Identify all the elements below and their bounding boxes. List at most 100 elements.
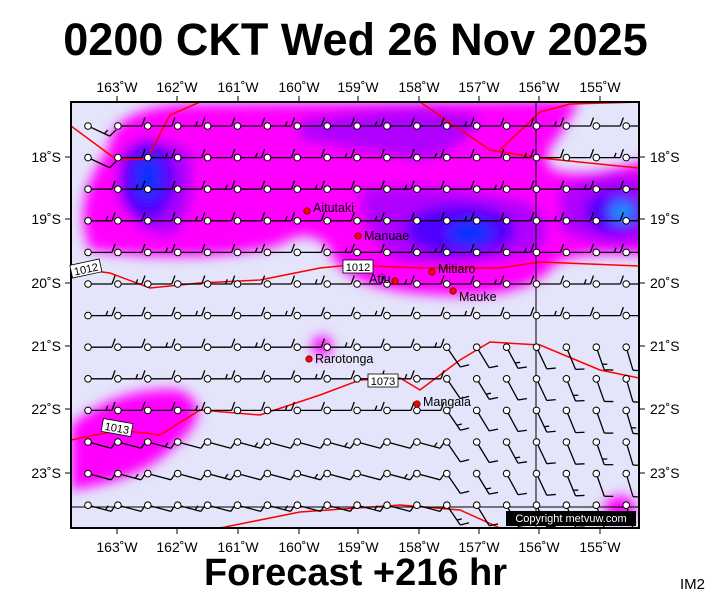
wind-barb xyxy=(323,243,355,257)
wind-barb xyxy=(383,275,415,288)
wind-barb xyxy=(502,469,527,496)
wind-barb xyxy=(144,212,176,225)
wind-barb xyxy=(413,370,445,383)
wind-barb xyxy=(592,180,624,193)
wind-barb xyxy=(472,117,505,130)
lon-label-bottom: 157˚W xyxy=(458,539,500,555)
wind-barb xyxy=(383,338,415,352)
wind-barb xyxy=(173,180,206,193)
island-label: Mauke xyxy=(459,290,497,304)
lon-label-bottom: 158˚W xyxy=(398,539,440,555)
wind-barb xyxy=(233,401,266,415)
wind-barb xyxy=(203,469,237,481)
wind-barb xyxy=(293,469,327,481)
wind-barb xyxy=(203,438,237,449)
lat-label-left: 18˚S xyxy=(31,149,61,165)
wind-barb xyxy=(443,180,475,193)
wind-barb xyxy=(562,275,595,288)
wind-barb xyxy=(203,180,236,193)
wind-barb xyxy=(353,117,385,130)
svg-text:1012: 1012 xyxy=(73,262,99,279)
wind-barb xyxy=(173,212,206,225)
lat-label-right: 20˚S xyxy=(650,275,680,291)
wind-barb xyxy=(233,370,266,383)
wind-barb xyxy=(114,338,146,352)
wind-barb xyxy=(293,243,325,257)
map-frame xyxy=(70,101,640,529)
wind-barb xyxy=(532,148,565,162)
wind-barb xyxy=(622,406,639,435)
wind-barb xyxy=(84,469,117,481)
wind-barb xyxy=(323,401,355,415)
wind-barb xyxy=(502,117,535,130)
wind-barb xyxy=(293,212,325,225)
wind-barb xyxy=(562,438,585,465)
lon-label-top: 161˚W xyxy=(217,79,259,95)
wind-barb xyxy=(203,338,236,352)
wind-barb xyxy=(592,243,624,257)
lon-label-bottom: 160˚W xyxy=(278,539,320,555)
wind-barb xyxy=(532,275,565,288)
wind-barb xyxy=(323,501,357,513)
isobar-labels: 1012 1012 1073 1013 xyxy=(69,258,399,437)
wind-barb xyxy=(562,148,595,162)
wind-barb xyxy=(443,469,470,495)
wind-barb xyxy=(114,275,146,288)
wind-barb xyxy=(472,438,499,464)
wind-barb xyxy=(592,306,624,320)
wind-barb xyxy=(562,306,595,320)
wind-barb xyxy=(592,343,614,371)
lat-label-right: 18˚S xyxy=(650,149,680,165)
axes: 163˚W 163˚W 162˚W 162˚W 161˚W 161˚W 160˚W 160˚W… xyxy=(31,79,679,555)
wind-barb xyxy=(233,180,266,193)
wind-barb xyxy=(592,375,614,403)
wind-barb xyxy=(233,212,266,225)
wind-barb xyxy=(263,243,296,257)
wind-barb xyxy=(592,117,624,130)
wind-barb xyxy=(413,338,445,352)
wind-barb xyxy=(443,438,470,463)
island-aitutaki: Aitutaki xyxy=(303,201,354,215)
wind-barb xyxy=(293,275,325,288)
wind-barb xyxy=(383,469,416,481)
wind-barb xyxy=(562,243,595,257)
wind-barb xyxy=(203,275,236,288)
wind-barb xyxy=(353,243,385,257)
wind-barb xyxy=(293,180,325,193)
wind-barb xyxy=(293,148,325,162)
island-atiu: Atiu xyxy=(369,272,399,286)
wind-barb xyxy=(502,275,535,288)
wind-barb xyxy=(622,438,639,467)
svg-text:1012: 1012 xyxy=(346,262,370,274)
wind-barb xyxy=(84,338,116,352)
wind-barb xyxy=(502,148,535,162)
wind-barb xyxy=(562,343,585,371)
map-title: 0200 CKT Wed 26 Nov 2025 xyxy=(63,14,648,65)
wind-barb xyxy=(233,275,266,288)
wind-barb xyxy=(173,438,207,449)
wind-barb xyxy=(323,338,355,352)
island-label: Mangaia xyxy=(423,395,471,409)
wind-barb xyxy=(144,401,176,415)
wind-barb xyxy=(84,243,116,257)
wind-barb xyxy=(562,375,585,402)
wind-barb xyxy=(443,375,470,400)
wind-barb xyxy=(173,338,206,352)
wind-barb xyxy=(592,212,624,225)
wind-barb xyxy=(173,148,206,162)
wind-barb xyxy=(263,401,296,415)
wind-barb xyxy=(472,148,505,162)
wind-barb xyxy=(173,275,206,288)
wind-barb xyxy=(353,275,385,288)
wind-barb xyxy=(472,212,505,225)
precipitation-shading xyxy=(71,102,639,528)
lon-label-bottom: 159˚W xyxy=(337,539,379,555)
lon-label-top: 155˚W xyxy=(579,79,621,95)
wind-barb xyxy=(502,243,535,257)
svg-text:1073: 1073 xyxy=(371,376,395,388)
wind-barb xyxy=(233,148,266,162)
wind-barb xyxy=(263,212,296,225)
wind-barb xyxy=(443,406,470,431)
wind-barb xyxy=(562,469,585,497)
